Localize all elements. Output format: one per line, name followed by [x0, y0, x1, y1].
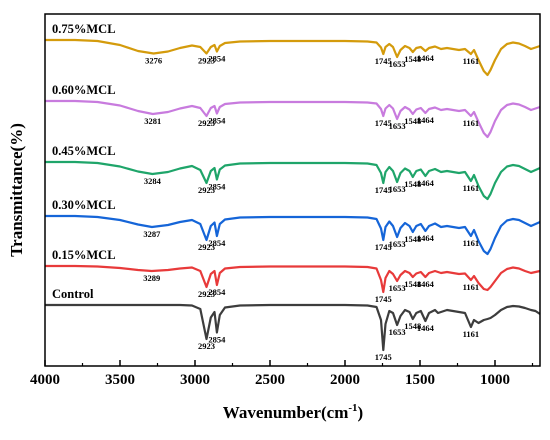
peak-label-4-1464: 1464 [417, 279, 435, 289]
peak-label-3-1161: 1161 [463, 238, 480, 248]
x-tick-label-1000: 1000 [480, 372, 510, 388]
peak-label-1-1745: 1745 [375, 118, 392, 128]
peak-label-0-1161: 1161 [463, 56, 480, 66]
peak-label-4-1161: 1161 [463, 282, 480, 292]
peak-label-4-1548: 1548 [404, 279, 421, 289]
series-line-4 [45, 264, 541, 294]
peak-label-5-1653: 1653 [389, 327, 406, 337]
x-axis-title-superscript: -1 [348, 402, 357, 414]
series-name-label-0: 0.75%MCL [52, 22, 116, 36]
x-axis-title-suffix: ) [358, 403, 364, 422]
x-axis-ticks: 4000 3500 3000 2500 2000 1500 1000 [30, 360, 534, 388]
peak-label-3-2923: 2923 [198, 242, 215, 252]
x-axis-title-main: Wavenumber(cm [223, 403, 349, 422]
peak-label-5-2923: 2923 [198, 341, 215, 351]
series-name-label-3: 0.30%MCL [52, 198, 116, 212]
peak-label-4-2854: 2854 [208, 287, 226, 297]
peak-label-1-1653: 1653 [389, 121, 406, 131]
peak-label-3-1464: 1464 [417, 233, 435, 243]
x-tick-label-2500: 2500 [255, 372, 285, 388]
x-tick-label-2000: 2000 [330, 372, 360, 388]
series-name-label-2: 0.45%MCL [52, 144, 116, 158]
peak-label-3-3287: 3287 [143, 229, 161, 239]
peak-label-2-1161: 1161 [463, 183, 480, 193]
peak-label-4-2923: 2923 [198, 289, 215, 299]
peak-label-3-1745: 1745 [375, 242, 392, 252]
peak-label-3-1653: 1653 [389, 239, 406, 249]
peak-label-2-2923: 2923 [198, 185, 215, 195]
x-tick-label-3500: 3500 [105, 372, 135, 388]
peak-label-5-1745: 1745 [375, 352, 392, 362]
series-line-3 [45, 214, 541, 256]
series-line-5 [45, 303, 541, 352]
peak-label-4-1653: 1653 [389, 283, 406, 293]
peak-label-5-2854: 2854 [208, 335, 226, 345]
peak-label-1-1161: 1161 [463, 118, 480, 128]
peak-label-5-1161: 1161 [463, 329, 480, 339]
peak-label-4-3289: 3289 [143, 273, 160, 283]
plot-frame [44, 13, 541, 367]
x-axis-title: Wavenumber(cm-1) [223, 402, 363, 422]
peak-label-2-1548: 1548 [404, 179, 421, 189]
peak-label-2-1464: 1464 [417, 178, 435, 188]
series-line-0 [45, 38, 541, 77]
peak-label-4-1745: 1745 [375, 294, 392, 304]
peak-label-2-1745: 1745 [375, 185, 392, 195]
y-axis-title: Transmittance(%) [7, 123, 26, 257]
series-labels: 0.75%MCL 0.60%MCL 0.45%MCL 0.30%MCL 0.15%MCL… [52, 22, 116, 301]
series-line-1 [45, 99, 541, 139]
peak-label-0-1548: 1548 [404, 54, 421, 64]
series-name-label-4: 0.15%MCL [52, 248, 116, 262]
peak-label-2-2854: 2854 [208, 182, 226, 192]
peak-label-1-2854: 2854 [208, 116, 226, 126]
peak-label-1-1548: 1548 [404, 116, 421, 126]
peak-label-1-1464: 1464 [417, 115, 435, 125]
peak-label-5-1464: 1464 [417, 323, 435, 333]
peak-label-5-1548: 1548 [404, 321, 421, 331]
peak-label-1-2923: 2923 [198, 118, 215, 128]
peak-label-0-1464: 1464 [417, 53, 435, 63]
peak-label-3-1548: 1548 [404, 234, 421, 244]
peak-label-3-2854: 2854 [208, 238, 226, 248]
peak-label-2-1653: 1653 [389, 184, 406, 194]
peak-label-0-1745: 1745 [375, 56, 392, 66]
peak-label-0-2923: 2923 [198, 56, 215, 66]
peak-label-0-2854: 2854 [208, 54, 226, 64]
peak-label-2-3284: 3284 [144, 176, 162, 186]
x-tick-label-1500: 1500 [405, 372, 435, 388]
peak-label-0-3276: 3276 [145, 56, 162, 66]
x-tick-label-3000: 3000 [180, 372, 210, 388]
series-name-label-5: Control [52, 287, 94, 301]
peak-label-0-1653: 1653 [389, 59, 406, 69]
spectra-curves [45, 38, 541, 352]
series-name-label-1: 0.60%MCL [52, 83, 116, 97]
x-tick-label-4000: 4000 [30, 372, 60, 388]
series-line-2 [45, 160, 541, 201]
peak-label-1-3281: 3281 [144, 116, 161, 126]
